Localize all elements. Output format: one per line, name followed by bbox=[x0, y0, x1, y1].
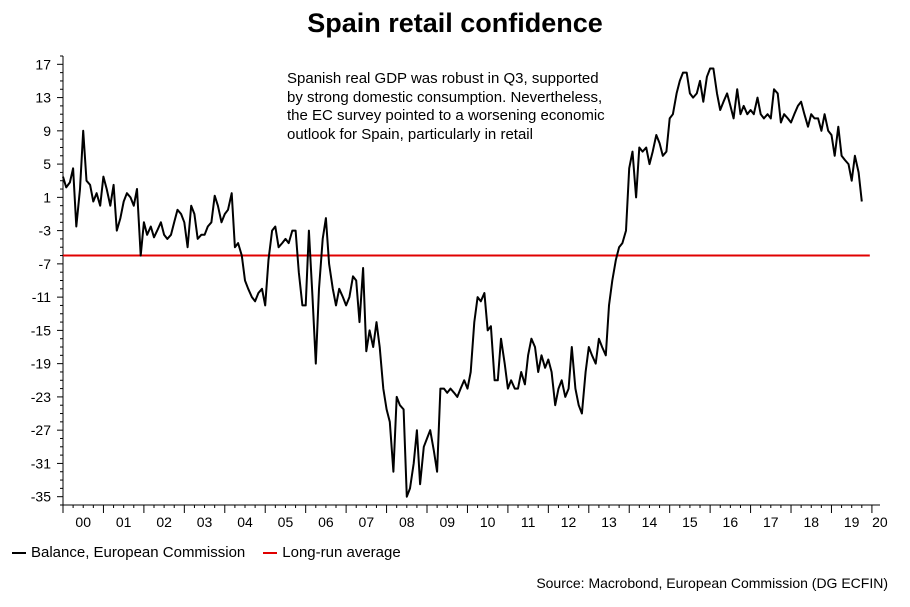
x-tick-label: 19 bbox=[844, 514, 860, 530]
x-tick-label: 05 bbox=[278, 514, 294, 530]
y-tick-label: 13 bbox=[35, 90, 51, 106]
x-tick-label: 09 bbox=[439, 514, 455, 530]
chart-title: Spain retail confidence bbox=[307, 8, 603, 38]
legend: Balance, European Commission Long-run av… bbox=[12, 544, 419, 561]
x-tick-label: 08 bbox=[399, 514, 415, 530]
legend-item-balance: Balance, European Commission bbox=[12, 544, 245, 561]
x-tick-label: 03 bbox=[197, 514, 213, 530]
legend-swatch-long-run-average bbox=[263, 551, 278, 554]
x-tick-label: 16 bbox=[723, 514, 739, 530]
x-tick-label: 20 bbox=[872, 514, 888, 530]
x-tick-label: 04 bbox=[237, 514, 253, 530]
y-tick-label: -19 bbox=[31, 356, 51, 372]
x-tick-label: 01 bbox=[116, 514, 132, 530]
x-tick-label: 11 bbox=[521, 514, 536, 530]
x-tick-label: 13 bbox=[601, 514, 617, 530]
x-tick-label: 15 bbox=[682, 514, 698, 530]
y-tick-label: -31 bbox=[31, 455, 51, 471]
x-tick-label: 10 bbox=[480, 514, 496, 530]
x-tick-label: 06 bbox=[318, 514, 334, 530]
source-note: Source: Macrobond, European Commission (… bbox=[536, 575, 888, 591]
chart-annotation: Spanish real GDP was robust in Q3, suppo… bbox=[287, 70, 605, 143]
y-tick-label: -15 bbox=[31, 322, 51, 338]
y-tick-label: 9 bbox=[43, 123, 51, 139]
y-tick-label: 17 bbox=[35, 56, 51, 72]
series-layer bbox=[62, 67, 870, 498]
y-tick-label: -11 bbox=[32, 289, 51, 305]
x-tick-label: 18 bbox=[803, 514, 819, 530]
x-tick-label: 12 bbox=[561, 514, 577, 530]
y-tick-label: 5 bbox=[43, 156, 51, 172]
legend-swatch-balance bbox=[12, 551, 26, 554]
y-axis: 17 13 9 5 1 -3 -7 -11 -15 -19 -23 -27 -31 -35 bbox=[31, 55, 64, 506]
y-tick-label: -35 bbox=[31, 489, 51, 505]
y-tick-label: -7 bbox=[39, 256, 52, 272]
x-tick-label: 07 bbox=[359, 514, 375, 530]
y-tick-label: -23 bbox=[31, 389, 51, 405]
legend-label-balance: Balance, European Commission bbox=[31, 544, 246, 561]
x-tick-label: 00 bbox=[75, 514, 91, 530]
x-axis: 00 01 02 03 04 05 06 07 08 09 10 11 12 13 14 15 16 17 18 19… bbox=[62, 504, 888, 530]
x-tick-label: 02 bbox=[156, 514, 172, 530]
y-tick-label: 1 bbox=[43, 189, 51, 205]
y-tick-label: -3 bbox=[39, 223, 52, 239]
y-tick-label: -27 bbox=[31, 422, 51, 438]
series-line-balance bbox=[62, 67, 863, 498]
legend-item-long-run-average: Long-run average bbox=[263, 544, 401, 561]
legend-label-long-run-average: Long-run average bbox=[282, 544, 401, 561]
x-tick-label: 17 bbox=[763, 514, 779, 530]
x-tick-label: 14 bbox=[642, 514, 658, 530]
